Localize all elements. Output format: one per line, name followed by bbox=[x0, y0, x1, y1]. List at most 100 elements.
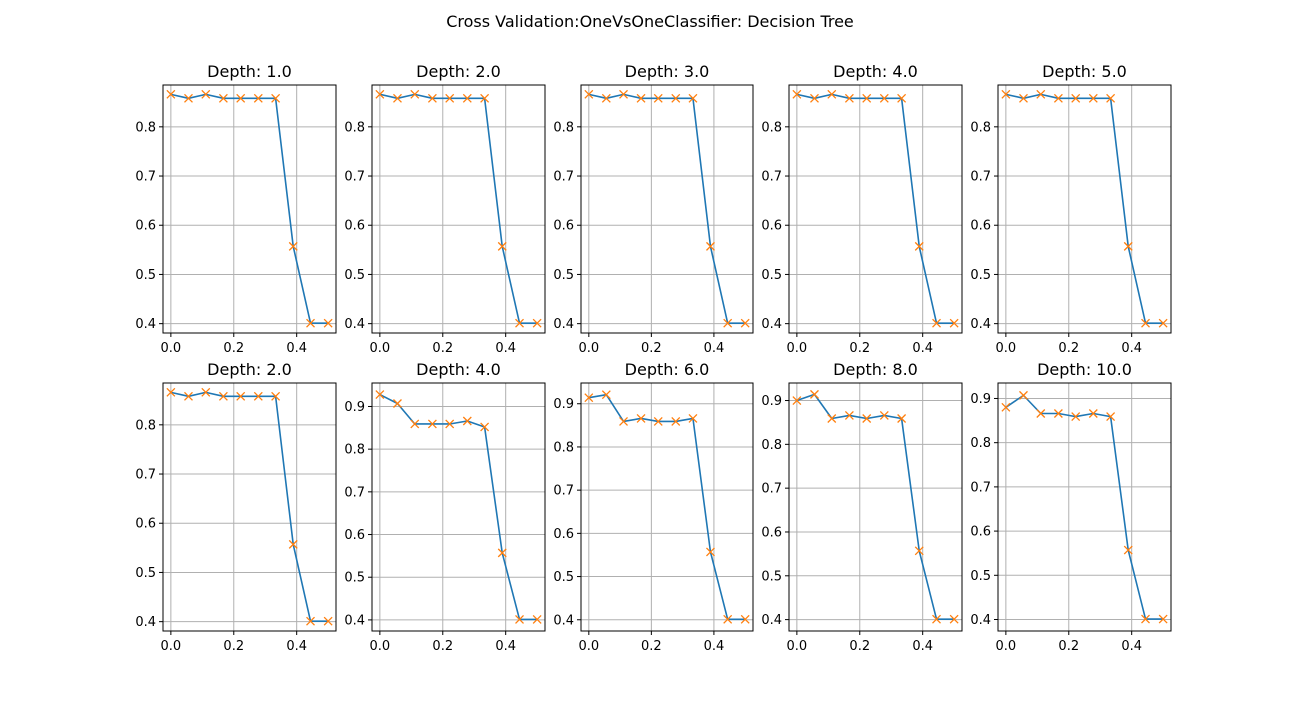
x-tick-label: 0.0 bbox=[161, 341, 182, 356]
x-tick-label: 0.4 bbox=[286, 639, 307, 654]
data-point bbox=[1019, 93, 1028, 103]
subplot-title: Depth: 4.0 bbox=[416, 360, 501, 379]
data-point bbox=[932, 614, 941, 624]
data-point bbox=[827, 414, 837, 423]
subplot-title: Depth: 2.0 bbox=[416, 62, 501, 81]
data-point bbox=[1158, 614, 1168, 624]
data-point bbox=[862, 414, 872, 423]
data-point bbox=[1036, 89, 1046, 99]
data-point bbox=[375, 390, 385, 399]
y-tick-label: 0.5 bbox=[344, 268, 365, 283]
data-point bbox=[323, 616, 333, 626]
y-tick-label: 0.5 bbox=[553, 268, 574, 283]
y-tick-label: 0.8 bbox=[135, 120, 156, 135]
y-tick-label: 0.8 bbox=[553, 440, 574, 455]
data-point bbox=[862, 93, 872, 103]
data-point bbox=[1123, 241, 1133, 251]
x-tick-label: 0.4 bbox=[495, 639, 516, 654]
x-tick-label: 0.4 bbox=[912, 341, 933, 356]
data-point bbox=[792, 89, 802, 99]
series-line bbox=[1005, 394, 1164, 620]
data-point bbox=[515, 318, 524, 328]
data-point bbox=[166, 89, 176, 99]
data-point bbox=[827, 89, 837, 99]
y-tick-label: 0.4 bbox=[135, 317, 156, 332]
y-tick-label: 0.7 bbox=[761, 482, 782, 497]
x-tick-label: 0.0 bbox=[161, 639, 182, 654]
data-point bbox=[740, 614, 750, 624]
x-tick-label: 0.0 bbox=[787, 639, 808, 654]
y-tick-label: 0.4 bbox=[135, 615, 156, 630]
series-line bbox=[588, 93, 746, 324]
data-point bbox=[445, 419, 455, 429]
data-point bbox=[636, 413, 646, 423]
y-tick-label: 0.4 bbox=[970, 317, 991, 332]
y-tick-label: 0.4 bbox=[761, 613, 782, 628]
x-tick-label: 0.4 bbox=[1121, 639, 1142, 654]
data-point bbox=[706, 547, 715, 557]
y-tick-label: 0.4 bbox=[344, 317, 365, 332]
data-point bbox=[897, 93, 907, 103]
x-tick-label: 0.2 bbox=[1058, 639, 1079, 654]
y-tick-label: 0.8 bbox=[761, 120, 782, 135]
x-tick-label: 0.4 bbox=[912, 639, 933, 654]
y-tick-label: 0.6 bbox=[761, 525, 782, 540]
series-line bbox=[379, 93, 538, 324]
figure-title: Cross Validation:OneVsOneClassifier: Dec… bbox=[446, 12, 854, 31]
y-tick-label: 0.9 bbox=[761, 394, 782, 409]
x-tick-label: 0.0 bbox=[996, 639, 1017, 654]
data-point bbox=[393, 399, 402, 408]
data-point bbox=[1123, 545, 1133, 555]
data-point bbox=[1141, 318, 1150, 328]
y-tick-label: 0.5 bbox=[970, 569, 991, 584]
data-point bbox=[601, 390, 611, 400]
subplot-9: 0.0 0.2 0.4 0.4 0.5 0.6 0.7 0.8 0.9 Depth: 8.0 bbox=[761, 360, 963, 654]
data-point bbox=[323, 318, 333, 328]
data-point bbox=[1071, 412, 1081, 422]
data-point bbox=[1106, 93, 1116, 103]
series-line bbox=[1005, 93, 1164, 324]
y-tick-label: 0.7 bbox=[344, 485, 365, 500]
y-tick-label: 0.6 bbox=[135, 219, 156, 234]
x-tick-label: 0.2 bbox=[849, 341, 870, 356]
x-tick-label: 0.0 bbox=[370, 639, 391, 654]
subplot-1: 0.0 0.2 0.4 0.4 0.5 0.6 0.7 0.8 Depth: 1.0 bbox=[135, 62, 337, 356]
y-tick-label: 0.5 bbox=[135, 268, 156, 283]
data-point bbox=[271, 93, 281, 103]
data-point bbox=[1088, 409, 1098, 418]
y-tick-label: 0.4 bbox=[553, 613, 574, 628]
y-tick-label: 0.5 bbox=[344, 571, 365, 586]
series-line bbox=[379, 393, 538, 621]
y-tick-label: 0.7 bbox=[970, 480, 991, 495]
series-line bbox=[796, 93, 955, 324]
axes-frame bbox=[162, 382, 337, 632]
series-line bbox=[170, 93, 329, 324]
y-tick-label: 0.8 bbox=[553, 120, 574, 135]
data-point bbox=[166, 387, 176, 397]
subplot-6: 0.0 0.2 0.4 0.4 0.5 0.6 0.7 0.8 Depth: 2.0 bbox=[135, 360, 337, 654]
data-point bbox=[584, 89, 594, 99]
y-tick-label: 0.7 bbox=[553, 170, 574, 185]
data-point bbox=[306, 318, 315, 328]
data-point bbox=[306, 616, 315, 626]
x-tick-label: 0.4 bbox=[1121, 341, 1142, 356]
data-point bbox=[462, 416, 472, 426]
data-point bbox=[1071, 93, 1081, 103]
data-point bbox=[1141, 614, 1150, 624]
y-tick-label: 0.9 bbox=[970, 392, 991, 407]
data-point bbox=[218, 93, 228, 103]
data-point bbox=[619, 416, 628, 426]
subplot-title: Depth: 6.0 bbox=[625, 360, 710, 379]
y-tick-label: 0.7 bbox=[344, 170, 365, 185]
x-tick-label: 0.2 bbox=[641, 639, 662, 654]
x-tick-label: 0.4 bbox=[704, 639, 725, 654]
y-tick-label: 0.5 bbox=[761, 569, 782, 584]
subplot-title: Depth: 4.0 bbox=[833, 62, 918, 81]
data-point bbox=[184, 93, 193, 103]
x-tick-label: 0.0 bbox=[370, 341, 391, 356]
data-point bbox=[253, 391, 263, 401]
x-tick-label: 0.2 bbox=[1058, 341, 1079, 356]
data-point bbox=[271, 391, 281, 401]
